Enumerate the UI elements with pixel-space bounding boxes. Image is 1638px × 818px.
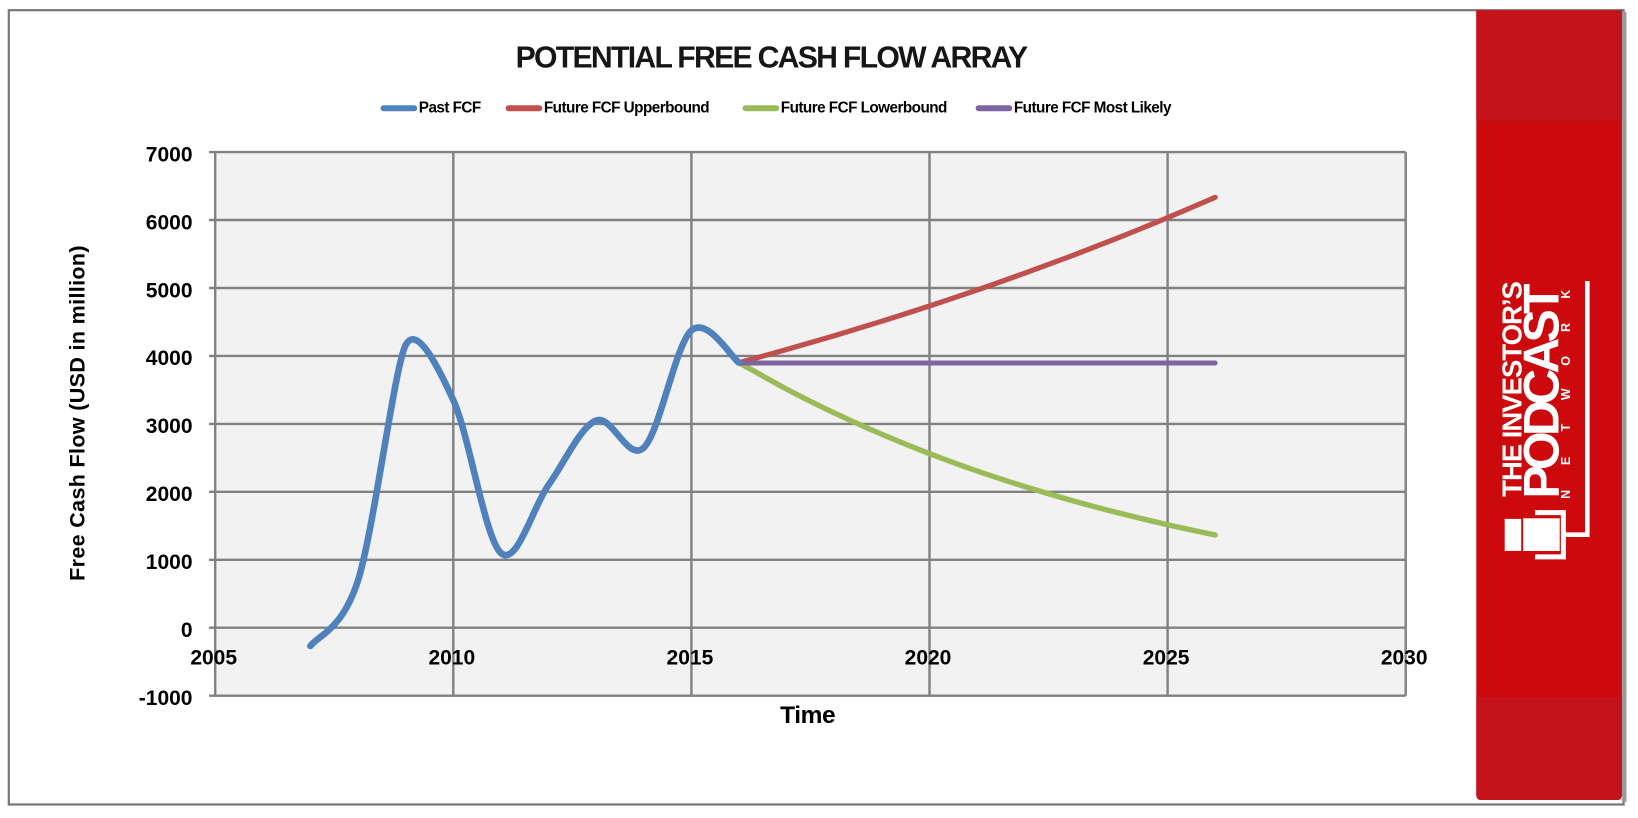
svg-text:5000: 5000 [146, 279, 193, 302]
svg-text:R: R [1559, 323, 1573, 332]
svg-text:6000: 6000 [146, 211, 193, 234]
svg-text:3000: 3000 [146, 415, 193, 438]
svg-text:2000: 2000 [146, 483, 193, 506]
svg-text:2005: 2005 [190, 646, 237, 669]
svg-text:K: K [1559, 290, 1573, 299]
svg-text:4000: 4000 [146, 347, 193, 370]
svg-text:1000: 1000 [146, 551, 193, 574]
svg-text:2020: 2020 [905, 646, 952, 669]
svg-text:Past FCF: Past FCF [419, 100, 481, 117]
svg-text:O: O [1559, 356, 1573, 366]
svg-text:7000: 7000 [146, 143, 193, 166]
svg-text:Future FCF Most Likely: Future FCF Most Likely [1014, 100, 1172, 117]
svg-text:Future FCF Upperbound: Future FCF Upperbound [544, 100, 709, 117]
svg-text:2030: 2030 [1381, 646, 1428, 669]
svg-text:N: N [1559, 490, 1573, 499]
svg-text:-1000: -1000 [139, 687, 193, 710]
svg-text:E: E [1559, 457, 1573, 465]
svg-text:Time: Time [780, 702, 835, 729]
svg-text:PODCAST: PODCAST [1513, 284, 1569, 499]
svg-text:0: 0 [181, 619, 193, 642]
svg-text:2025: 2025 [1143, 646, 1190, 669]
svg-text:T: T [1559, 423, 1573, 431]
svg-text:Future FCF Lowerbound: Future FCF Lowerbound [781, 100, 947, 117]
svg-text:2015: 2015 [667, 646, 714, 669]
svg-text:W: W [1559, 388, 1573, 400]
svg-text:POTENTIAL FREE CASH FLOW ARRAY: POTENTIAL FREE CASH FLOW ARRAY [516, 42, 1028, 75]
svg-text:THE INVESTOR’S: THE INVESTOR’S [1497, 281, 1528, 496]
svg-text:Free Cash Flow (USD in million: Free Cash Flow (USD in million) [66, 245, 90, 581]
svg-text:2010: 2010 [428, 646, 475, 669]
